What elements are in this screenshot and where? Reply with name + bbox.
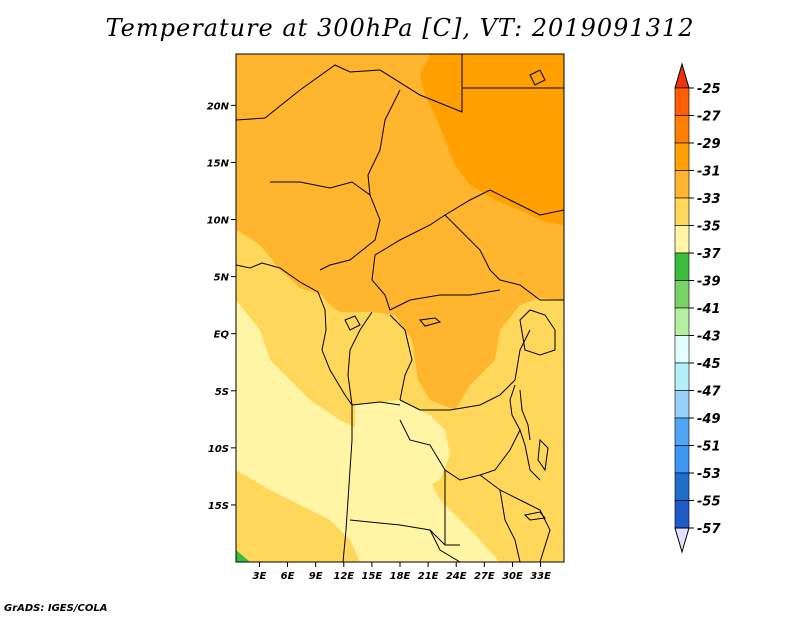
lat-tick-label: 10S [208, 444, 229, 455]
colorbar-label: -33 [697, 192, 721, 207]
colorbar-label: -57 [697, 522, 721, 537]
lat-tick-label: EQ [214, 330, 230, 341]
colorbar-label: -47 [697, 385, 721, 400]
lon-tick-label: 30E [502, 571, 523, 582]
colorbar-label: -37 [697, 247, 721, 262]
colorbar-swatch [674, 115, 690, 144]
lat-tick-label: 5S [215, 387, 229, 398]
colorbar-label: -55 [697, 495, 721, 510]
lon-tick-label: 18E [390, 571, 411, 582]
colorbar-swatch [674, 307, 690, 336]
lon-tick-label: 12E [333, 571, 354, 582]
colorbar-label: -45 [697, 357, 721, 372]
lat-tick-label: 20N [207, 101, 230, 112]
lon-tick-label: 33E [530, 571, 551, 582]
grads-credit: GrADS: IGES/COLA [4, 603, 108, 614]
temperature-field [236, 54, 564, 562]
colorbar-label: -27 [697, 110, 721, 125]
colorbar-label: -43 [697, 330, 721, 345]
colorbar-label: -49 [697, 412, 721, 427]
colorbar-swatch [674, 142, 690, 171]
colorbar-label: -25 [697, 82, 721, 97]
lat-tick-label: 10N [207, 216, 230, 227]
lon-tick-label: 24E [446, 571, 467, 582]
lat-tick-label: 15N [207, 158, 230, 169]
map-title: Temperature at 300hPa [C], VT: 201909131… [105, 14, 695, 42]
colorbar-top-arrow [674, 62, 690, 89]
lon-tick-label: 3E [253, 571, 267, 582]
colorbar-bottom-arrow [674, 527, 690, 554]
longitude-axis: 3E 6E 9E 12E 15E 18E 21E 24E 27E 30E 33E [253, 562, 551, 582]
colorbar-swatch [674, 445, 690, 474]
lat-tick-label: 15S [208, 501, 229, 512]
colorbar-label: -29 [697, 137, 721, 152]
lat-tick-label: 5N [214, 273, 230, 284]
lon-tick-label: 15E [362, 571, 383, 582]
latitude-axis: 20N 15N 10N 5N EQ 5S 10S 15S [207, 101, 236, 512]
colorbar-swatch [674, 225, 690, 254]
colorbar-swatch [674, 280, 690, 309]
lon-tick-label: 9E [309, 571, 323, 582]
colorbar-swatch [674, 390, 690, 419]
colorbar-label: -35 [697, 220, 721, 235]
colorbar-label: -53 [697, 467, 721, 482]
colorbar-swatch [674, 362, 690, 391]
colorbar-swatch [674, 472, 690, 501]
colorbar-label: -39 [697, 275, 721, 290]
colorbar-swatch [674, 252, 690, 281]
colorbar-label: -41 [697, 302, 721, 317]
lon-tick-label: 6E [281, 571, 295, 582]
colorbar-label: -51 [697, 440, 721, 455]
lon-tick-label: 27E [474, 571, 495, 582]
colorbar-swatch [674, 197, 690, 226]
colorbar-swatch [674, 87, 690, 116]
colorbar: -25 -27 -29 -31 -33 -35 -37 -39 -41 -43 -45 -47 -49 -… [674, 62, 721, 554]
colorbar-swatch [674, 417, 690, 446]
lon-tick-label: 21E [418, 571, 439, 582]
colorbar-swatch [674, 335, 690, 364]
colorbar-label: -31 [697, 165, 721, 180]
colorbar-swatch [674, 500, 690, 529]
colorbar-swatch [674, 170, 690, 199]
country-borders [236, 54, 564, 562]
